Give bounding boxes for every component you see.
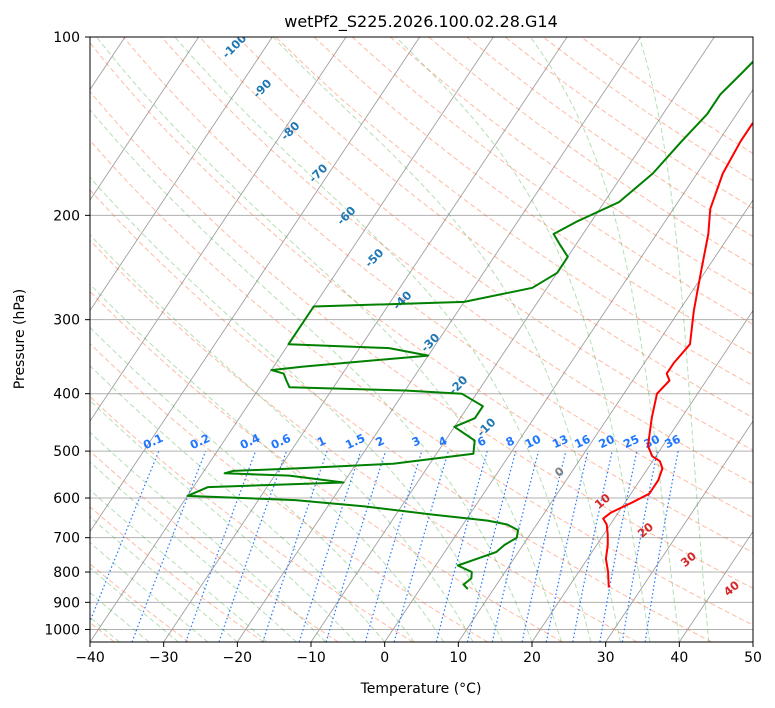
mixing-ratio-line	[90, 450, 160, 623]
isotherm-line	[678, 530, 753, 642]
dry-adiabat	[390, 37, 753, 296]
mixing-ratio-label: 30	[642, 432, 662, 451]
mixing-ratio-line	[364, 450, 423, 642]
mixing-ratio-lines	[90, 450, 679, 642]
moist-adiabat	[174, 37, 592, 642]
dry-adiabat	[90, 189, 712, 642]
moist-adiabat	[90, 399, 356, 642]
dry-adiabat-lines	[90, 37, 753, 642]
moist-adiabat	[90, 515, 238, 642]
moist-adiabat	[90, 489, 268, 642]
isotherm-line	[457, 199, 753, 642]
dry-adiabat	[122, 37, 753, 519]
moist-adiabat	[90, 431, 327, 642]
mixing-ratio-label: 10	[523, 432, 543, 451]
x-tick-label: −10	[296, 650, 326, 666]
mixing-ratio-label: 13	[550, 432, 570, 451]
moist-adiabat	[638, 37, 710, 642]
y-axis-label: Pressure (hPa)	[12, 289, 28, 389]
isotherm-line	[236, 37, 642, 642]
pressure-gridlines	[90, 37, 753, 630]
moist-adiabat	[90, 109, 533, 642]
profile-lines	[186, 60, 753, 590]
x-tick-label: −30	[149, 650, 179, 666]
x-axis-ticks: −40 −30 −20 −10 0 10 20 30 40 50	[75, 642, 762, 666]
moist-adiabat	[272, 37, 621, 642]
moist-adiabat	[90, 541, 209, 642]
x-tick-label: 30	[597, 650, 615, 666]
y-tick-label: 400	[53, 387, 80, 403]
temperature-profile	[602, 121, 753, 588]
y-tick-label: 600	[53, 491, 80, 507]
dry-adiabat	[90, 290, 563, 642]
dry-adiabat	[90, 396, 414, 642]
moist-adiabat	[395, 37, 651, 642]
y-tick-label: 800	[53, 565, 80, 581]
moist-adiabat	[90, 283, 445, 642]
isotherm-line	[90, 37, 347, 422]
x-tick-label: 0	[380, 650, 389, 666]
dry-adiabat	[351, 37, 753, 325]
dry-adiabat	[90, 90, 753, 589]
y-axis-ticks: 100 200 300 400 500 600 700 800 900 1000	[44, 30, 90, 638]
x-tick-label: 20	[523, 650, 541, 666]
isotherm-line	[90, 37, 273, 312]
chart-title: wetPf2_S225.2026.100.02.28.G14	[284, 12, 558, 32]
mixing-ratio-line	[393, 450, 449, 642]
plot-frame	[89, 36, 754, 643]
mixing-ratio-label: 16	[572, 432, 592, 451]
isotherm-line	[90, 37, 200, 201]
y-tick-label: 900	[53, 595, 80, 611]
dry-adiabat	[199, 37, 753, 451]
moist-adiabat	[90, 365, 386, 642]
moist-adiabat	[90, 234, 474, 642]
x-tick-label: 10	[449, 650, 467, 666]
mixing-ratio-line	[185, 450, 257, 642]
moist-adiabat	[90, 461, 297, 642]
y-tick-label: 300	[53, 313, 80, 329]
dry-adiabat	[90, 42, 753, 554]
mixing-ratio-line	[491, 450, 540, 642]
moist-adiabat	[529, 37, 680, 642]
isotherm-line	[605, 420, 753, 642]
mixing-ratio-line	[435, 450, 488, 642]
y-tick-label: 500	[53, 444, 80, 460]
mixing-ratio-label: 36	[662, 432, 682, 451]
mixing-ratio-line	[466, 450, 517, 642]
dry-adiabat	[90, 139, 753, 626]
moist-adiabat	[90, 567, 179, 642]
mixing-ratio-line	[325, 450, 387, 642]
x-tick-label: −20	[223, 650, 253, 666]
isotherm-line	[384, 88, 753, 642]
moist-adiabat	[90, 176, 503, 642]
y-tick-label: 100	[53, 30, 80, 46]
isotherm-line	[163, 37, 568, 642]
y-tick-label: 1000	[44, 622, 80, 638]
y-tick-label: 200	[53, 208, 80, 224]
x-tick-label: −40	[75, 650, 105, 666]
isotherm-line	[310, 37, 715, 642]
y-tick-label: 700	[53, 531, 80, 547]
isotherm-line	[90, 37, 421, 533]
x-tick-label: 40	[670, 650, 688, 666]
dry-adiabat	[90, 239, 638, 642]
isotherm-line	[531, 309, 753, 642]
x-tick-label: 50	[744, 650, 762, 666]
mixing-ratio-line	[545, 450, 589, 642]
mixing-ratio-label: 20	[596, 432, 616, 451]
mixing-ratio-line	[521, 450, 567, 642]
mixing-ratio-line	[262, 450, 328, 642]
mixing-ratio-line	[131, 450, 207, 642]
mixing-ratio-line	[298, 450, 362, 642]
isotherm-lines	[90, 37, 753, 642]
dewpoint-profile	[186, 60, 753, 590]
moist-adiabat	[96, 37, 562, 642]
dry-adiabat	[237, 37, 753, 419]
moist-adiabat-lines	[90, 37, 710, 642]
mixing-ratio-line	[218, 450, 288, 642]
mixing-ratio-label: 25	[621, 432, 641, 451]
x-axis-label: Temperature (°C)	[360, 681, 482, 697]
dry-adiabat	[90, 342, 488, 642]
